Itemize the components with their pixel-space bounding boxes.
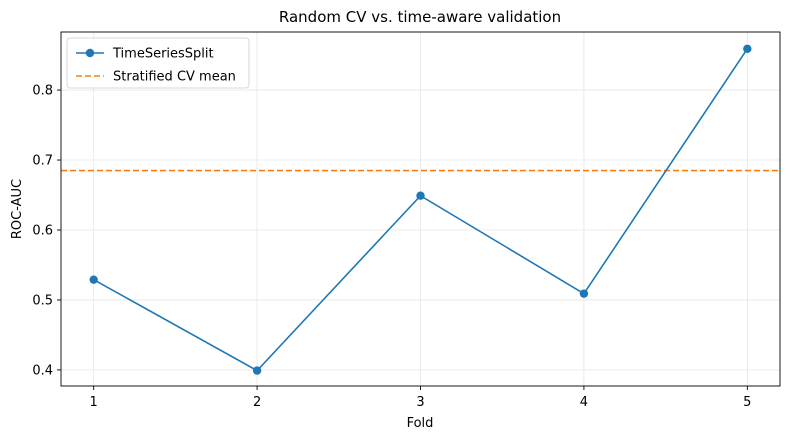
grid-lines (61, 32, 780, 386)
y-tick-label: 0.8 (32, 84, 53, 99)
x-axis-ticks: 1 2 3 4 5 (90, 386, 751, 410)
data-point (416, 191, 425, 200)
y-tick-label: 0.5 (32, 293, 53, 308)
legend-label: Stratified CV mean (113, 70, 236, 85)
legend-box (66, 37, 250, 89)
y-tick-label: 0.4 (32, 363, 53, 378)
chart-title: Random CV vs. time-aware validation (279, 8, 561, 26)
data-point (743, 44, 752, 53)
x-tick-label: 2 (253, 395, 261, 410)
data-point (579, 289, 589, 298)
y-tick-label: 0.6 (32, 223, 53, 238)
data-point (89, 275, 98, 284)
x-tick-label: 3 (416, 395, 424, 410)
series-group (89, 44, 752, 375)
x-tick-label: 5 (743, 395, 751, 410)
y-axis-label: ROC-AUC (10, 179, 25, 239)
y-tick-label: 0.7 (32, 154, 53, 169)
legend-label: TimeSeriesSplit (112, 47, 214, 62)
legend-marker (85, 48, 95, 58)
y-axis-ticks: 0.4 0.5 0.6 0.7 0.8 (32, 84, 61, 378)
legend: TimeSeriesSplit Stratified CV mean (66, 37, 250, 89)
x-tick-label: 1 (90, 395, 98, 410)
x-tick-label: 4 (580, 395, 588, 410)
x-axis-label: Fold (407, 416, 434, 431)
data-point (252, 366, 262, 375)
